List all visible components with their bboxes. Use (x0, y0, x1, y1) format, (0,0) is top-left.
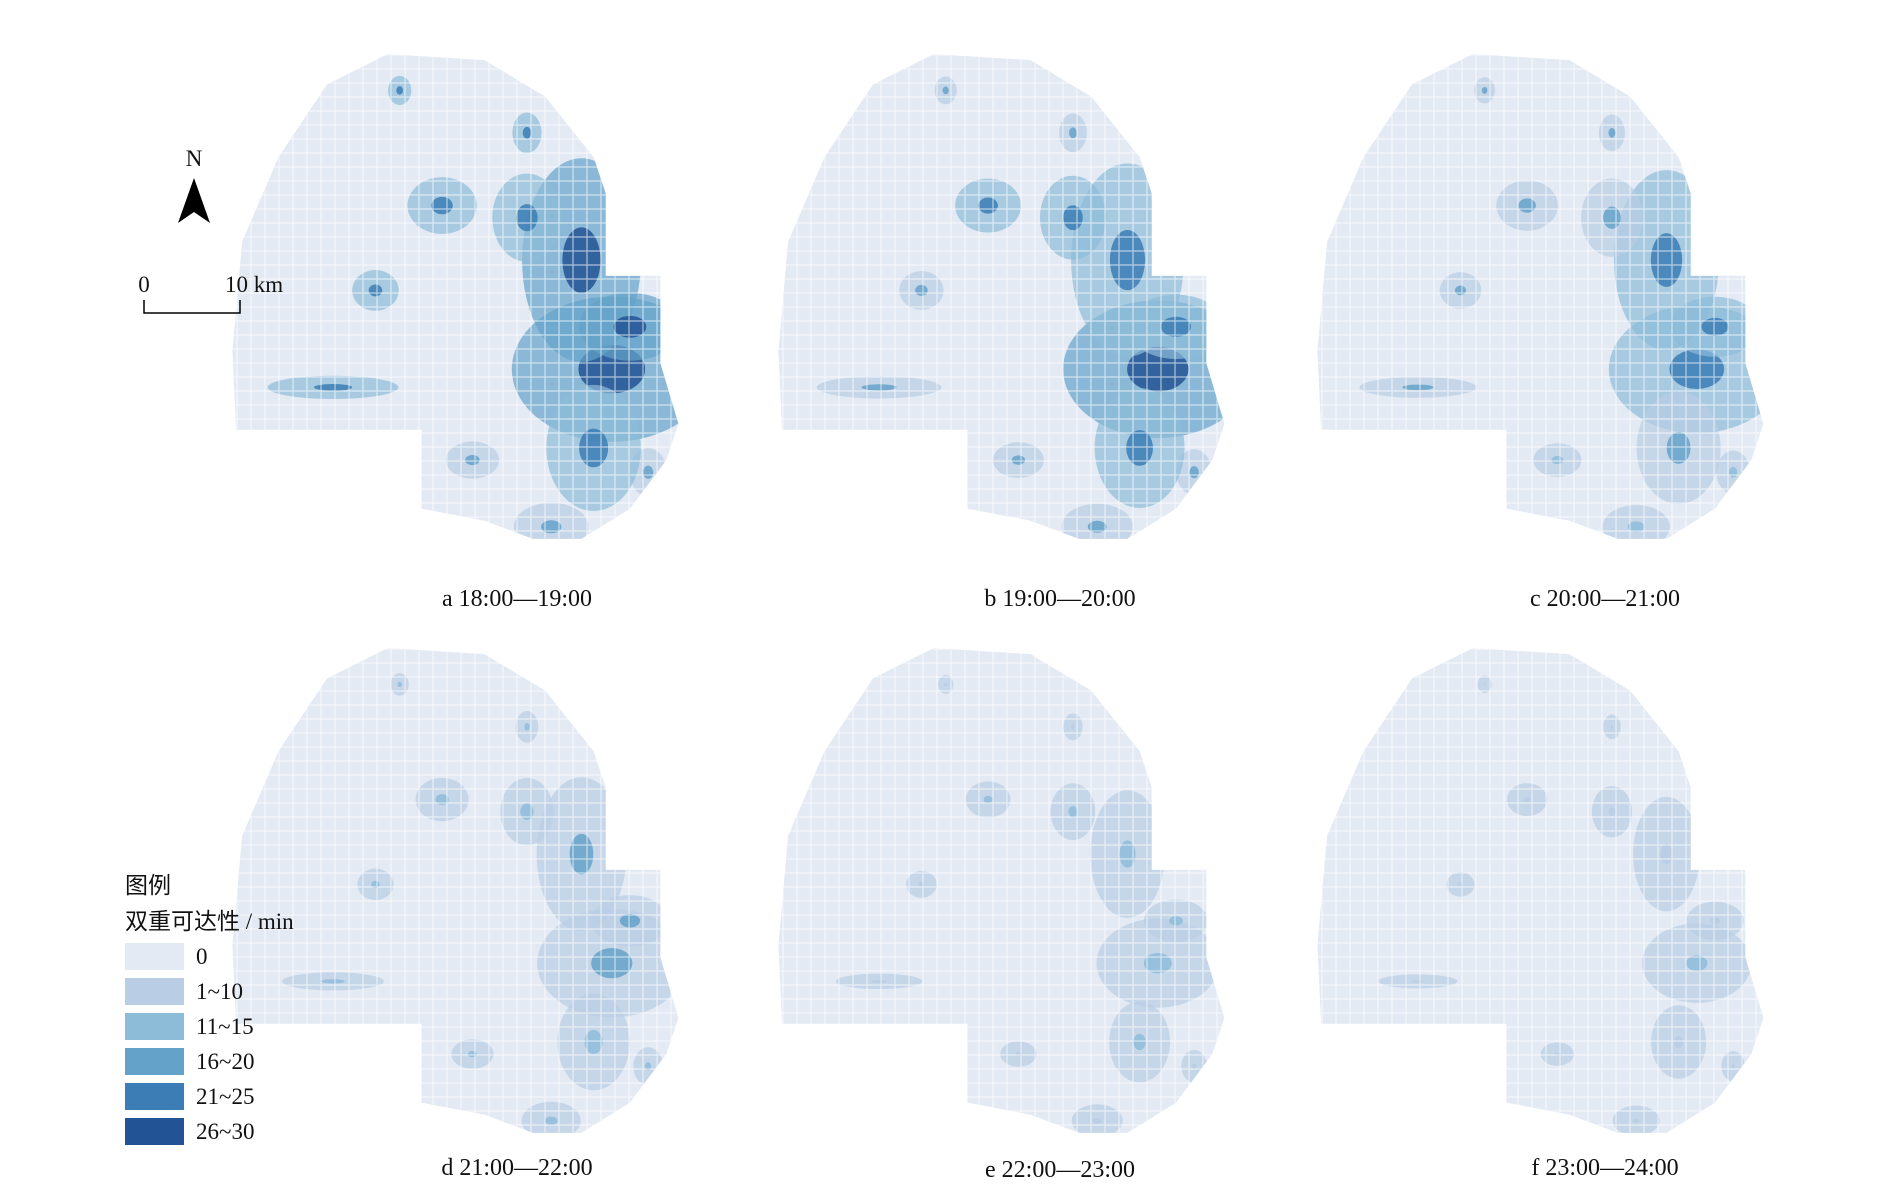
legend-swatch (125, 978, 184, 1005)
road-network (1317, 54, 1764, 539)
accessibility-hotspots (1317, 54, 1764, 539)
legend-label: 1~10 (196, 979, 243, 1004)
accessibility-hotspots (232, 54, 679, 539)
road-network (232, 54, 679, 539)
legend-label: 26~30 (196, 1119, 254, 1144)
legend-swatch (125, 1048, 184, 1075)
accessibility-hotspots (778, 648, 1225, 1133)
map-panel (1317, 648, 1764, 1133)
legend-label: 11~15 (196, 1014, 254, 1039)
scale-bar: 0 10 km (138, 272, 283, 314)
accessibility-hotspots (232, 648, 679, 1133)
map-panels (232, 54, 1764, 1133)
road-network (232, 648, 679, 1133)
panel-caption: f 23:00—24:00 (1531, 1155, 1678, 1181)
accessibility-hotspots (1317, 648, 1764, 1133)
panel-caption: d 21:00—22:00 (441, 1155, 592, 1181)
legend-swatch (125, 1083, 184, 1110)
legend-label: 16~20 (196, 1049, 254, 1074)
scale-start: 0 (138, 272, 150, 297)
panel-caption: e 22:00—23:00 (985, 1157, 1135, 1183)
panel-caption: c 20:00—21:00 (1530, 586, 1680, 612)
legend-swatch (125, 1118, 184, 1145)
arrow (178, 178, 210, 223)
legend-swatch (125, 943, 184, 970)
legend: 图例 双重可达性 / min 0 1~10 11~15 16~20 21~25 26~30 (125, 873, 294, 1145)
road-network (1317, 648, 1764, 1133)
legend-title: 图例 (125, 873, 171, 898)
legend-label: 21~25 (196, 1084, 254, 1109)
accessibility-hotspots (778, 54, 1225, 539)
map-panel (232, 54, 679, 539)
map-panel (778, 54, 1225, 539)
scale-end: 10 km (225, 272, 283, 297)
road-network (778, 648, 1225, 1133)
legend-label: 0 (196, 944, 208, 969)
map-panel (1317, 54, 1764, 539)
road-network (778, 54, 1225, 539)
legend-swatch (125, 1013, 184, 1040)
map-panel (778, 648, 1225, 1133)
north-label: N (186, 146, 203, 171)
panel-caption: a 18:00—19:00 (442, 586, 592, 612)
map-panel (232, 648, 679, 1133)
scale-line (143, 300, 241, 314)
panel-caption: b 19:00—20:00 (984, 586, 1135, 612)
north-arrow: N (178, 146, 210, 223)
legend-subtitle: 双重可达性 / min (125, 909, 294, 934)
